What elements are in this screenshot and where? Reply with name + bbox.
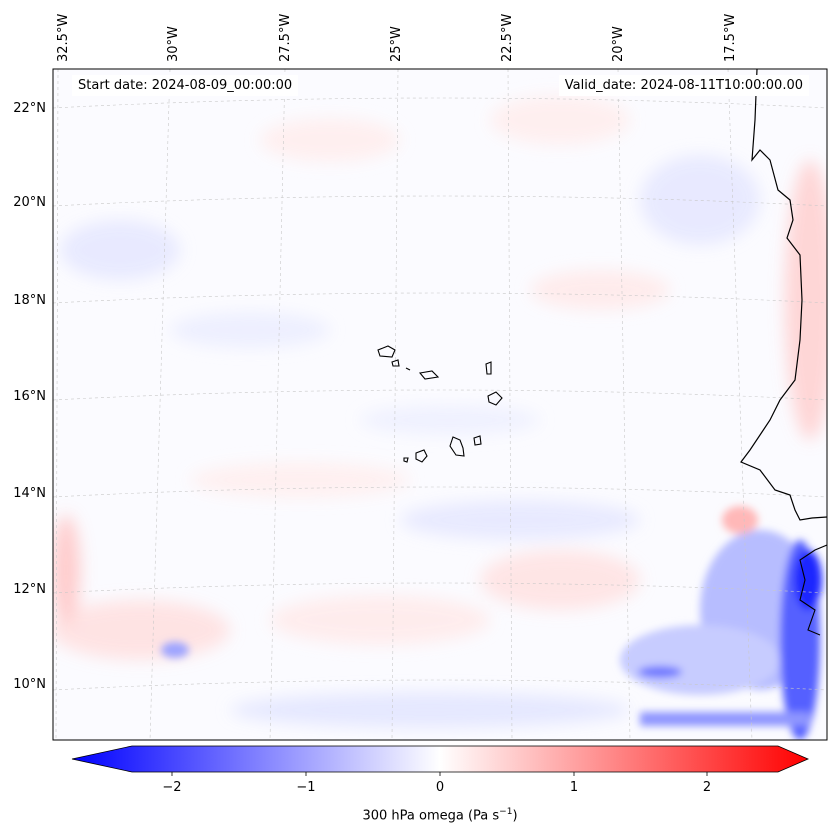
lat-label: 22°N [13,101,46,116]
lon-label: 32.5°W [56,14,71,62]
start-date-prefix: Start date: [78,78,152,93]
start-date-label: Start date: 2024-08-09_00:00:00 [72,75,299,96]
graticule [53,69,827,740]
lat-label: 18°N [13,293,46,308]
lat-label: 20°N [13,195,46,210]
colorbar-title-exponent: −1 [499,807,513,817]
lon-label: 27.5°W [278,14,293,62]
lat-label: 12°N [13,582,46,597]
omega-field [53,69,827,740]
colorbar: −2 −1 0 1 2 [71,745,810,795]
latitude-labels: 22°N 20°N 18°N 16°N 14°N 12°N 10°N [13,101,46,692]
lon-label: 30°W [166,26,181,62]
colorbar-tick-label: 0 [436,780,444,795]
lat-label: 16°N [13,389,46,404]
colorbar-tick-label: −2 [162,780,181,795]
colorbar-title-text: 300 hPa omega (Pa s [362,808,500,824]
colorbar-tick-label: −1 [296,780,315,795]
colorbar-title-suffix: ) [512,808,518,824]
guinea-coastline [799,544,827,636]
colorbar-title: 300 hPa omega (Pa s−1) [0,807,837,823]
colorbar-ticks [171,772,708,776]
longitude-labels: 32.5°W 30°W 27.5°W 25°W 22.5°W 20°W 17.5… [56,14,738,62]
colorbar-tick-label: 1 [570,780,578,795]
west-africa-coastline [740,69,827,521]
lon-label: 20°W [611,26,626,62]
valid-date-value: 2024-08-11T10:00:00.00 [640,78,803,93]
valid-date-prefix: Valid_date: [564,78,641,93]
colorbar-bar [71,745,810,773]
cape-verde-islands [377,345,503,463]
colorbar-tick-label: 2 [703,780,711,795]
lon-label: 25°W [389,26,404,62]
map-border [52,68,828,741]
valid-date-label: Valid_date: 2024-08-11T10:00:00.00 [558,75,809,96]
lon-label: 22.5°W [500,14,515,62]
lat-label: 10°N [13,677,46,692]
lat-label: 14°N [13,486,46,501]
lon-label: 17.5°W [723,14,738,62]
start-date-value: 2024-08-09_00:00:00 [151,78,293,93]
